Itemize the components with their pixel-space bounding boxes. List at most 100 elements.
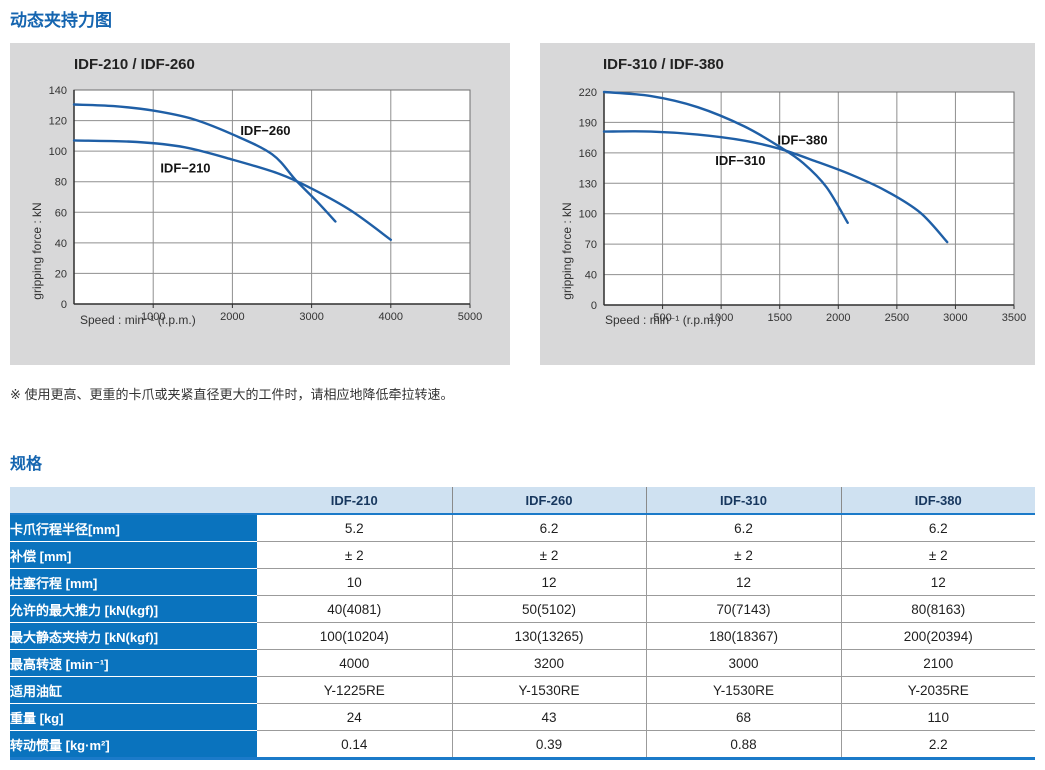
- spec-cell: 68: [645, 703, 841, 731]
- spec-cell: 0.39: [451, 730, 646, 760]
- spec-cell: 12: [840, 568, 1035, 596]
- table-row: 适用油缸 Y-1225RE Y-1530RE Y-1530RE Y-2035RE: [10, 676, 1035, 704]
- curve-IDF−380: [602, 90, 849, 224]
- spec-cell: 100(10204): [257, 622, 452, 650]
- table-row: 重量 [kg] 24 43 68 110: [10, 703, 1035, 731]
- spec-cell: 12: [645, 568, 841, 596]
- x-tick-label: 3000: [299, 311, 323, 323]
- x-tick-label: 2500: [885, 312, 909, 324]
- spec-header-corner: [10, 487, 257, 515]
- spec-cell: 2.2: [840, 730, 1035, 760]
- table-row: 卡爪行程半径[mm] 5.2 6.2 6.2 6.2: [10, 514, 1035, 542]
- spec-cell: 130(13265): [451, 622, 646, 650]
- y-tick-label: 40: [55, 238, 67, 250]
- x-tick-label: 3000: [943, 312, 967, 324]
- series-label-IDF−260: IDF−260: [240, 123, 290, 138]
- spec-cell: 5.2: [257, 514, 452, 542]
- x-tick-label: 2000: [220, 311, 244, 323]
- spec-cell: 40(4081): [257, 595, 452, 623]
- chart-panel-idf210-260: 1000 2000 3000 4000 5000 0 20 40 60 80 100 120 140 ID…: [10, 43, 510, 365]
- spec-header-row: IDF-210 IDF-260 IDF-310 IDF-380: [10, 487, 1035, 515]
- spec-cell: 10: [257, 568, 452, 596]
- y-tick-label: 220: [579, 87, 597, 99]
- table-row: 最高转速 [min⁻¹] 4000 3200 3000 2100: [10, 649, 1035, 677]
- spec-cell: 6.2: [840, 514, 1035, 542]
- y-tick-label: 80: [55, 177, 67, 189]
- y-tick-label: 60: [55, 207, 67, 219]
- table-row: 允许的最大推力 [kN(kgf)] 40(4081) 50(5102) 70(7…: [10, 595, 1035, 623]
- spec-cell: 24: [257, 703, 452, 731]
- usage-note: ※ 使用更高、更重的卡爪或夹紧直径更大的工件时，请相应地降低牵拉转速。: [10, 387, 454, 402]
- spec-col-header: IDF-310: [645, 487, 841, 515]
- spec-cell: 180(18367): [645, 622, 841, 650]
- spec-cell: 0.14: [257, 730, 452, 760]
- spec-cell: 6.2: [451, 514, 646, 542]
- spec-row-label: 最大静态夹持力 [kN(kgf)]: [10, 622, 257, 650]
- x-tick-label: 2000: [826, 312, 850, 324]
- spec-table: IDF-210 IDF-260 IDF-310 IDF-380 卡爪行程半径[m…: [10, 487, 1035, 760]
- spec-cell: ± 2: [645, 541, 841, 569]
- y-tick-label: 0: [61, 299, 67, 311]
- spec-row-label: 适用油缸: [10, 676, 257, 704]
- spec-cell: 2100: [840, 649, 1035, 677]
- curve-IDF−260: [72, 103, 337, 223]
- chart-title: IDF-210 / IDF-260: [74, 56, 195, 73]
- page-title: 动态夹持力图: [10, 11, 112, 30]
- spec-row-label: 最高转速 [min⁻¹]: [10, 649, 257, 677]
- spec-row-label: 转动惯量 [kg·m²]: [10, 730, 257, 760]
- spec-cell: Y-1530RE: [645, 676, 841, 704]
- spec-col-header: IDF-260: [451, 487, 646, 515]
- spec-cell: 3000: [645, 649, 841, 677]
- spec-row-label: 卡爪行程半径[mm]: [10, 514, 257, 542]
- spec-col-header: IDF-210: [257, 487, 452, 515]
- spec-cell: Y-1225RE: [257, 676, 452, 704]
- spec-cell: 110: [840, 703, 1035, 731]
- x-tick-label: 500: [653, 312, 671, 324]
- series-label-IDF−380: IDF−380: [777, 133, 827, 148]
- spec-cell: 43: [451, 703, 646, 731]
- y-axis-label: gripping force : kN: [30, 202, 44, 300]
- spec-cell: Y-1530RE: [451, 676, 646, 704]
- chart-canvas-idf310-380: 500 1000 1500 2000 2500 3000 3500 0 40 70 100 130 16…: [579, 87, 1027, 324]
- y-axis-label: gripping force : kN: [560, 202, 574, 300]
- series-label-IDF−310: IDF−310: [715, 153, 765, 168]
- table-row: 转动惯量 [kg·m²] 0.14 0.39 0.88 2.2: [10, 730, 1035, 760]
- y-tick-label: 100: [49, 146, 67, 158]
- table-row: 最大静态夹持力 [kN(kgf)] 100(10204) 130(13265) …: [10, 622, 1035, 650]
- x-axis-label: Speed : min⁻¹ (r.p.m.): [80, 313, 196, 327]
- spec-row-label: 柱塞行程 [mm]: [10, 568, 257, 596]
- spec-cell: 3200: [451, 649, 646, 677]
- spec-cell: 12: [451, 568, 646, 596]
- spec-section-heading: 规格: [10, 456, 43, 473]
- y-tick-label: 190: [579, 117, 597, 129]
- plot-background: [604, 92, 1014, 305]
- y-tick-label: 70: [585, 239, 597, 251]
- series-label-IDF−210: IDF−210: [160, 161, 210, 176]
- spec-cell: Y-2035RE: [840, 676, 1035, 704]
- spec-row-label: 重量 [kg]: [10, 703, 257, 731]
- spec-cell: ± 2: [451, 541, 646, 569]
- y-tick-label: 20: [55, 268, 67, 280]
- x-tick-label: 1000: [709, 312, 733, 324]
- curve-IDF−210: [72, 139, 392, 241]
- spec-cell: 70(7143): [645, 595, 841, 623]
- table-row: 补偿 [mm] ± 2 ± 2 ± 2 ± 2: [10, 541, 1035, 569]
- y-tick-label: 100: [579, 209, 597, 221]
- spec-cell: 50(5102): [451, 595, 646, 623]
- plot-background: [74, 90, 470, 304]
- spec-row-label: 补偿 [mm]: [10, 541, 257, 569]
- curve-IDF−310: [602, 130, 949, 244]
- x-tick-label: 1000: [141, 311, 165, 323]
- spec-cell: 6.2: [645, 514, 841, 542]
- spec-row-label: 允许的最大推力 [kN(kgf)]: [10, 595, 257, 623]
- spec-cell: 4000: [257, 649, 452, 677]
- x-axis-label: Speed : min⁻¹ (r.p.m.): [605, 313, 721, 327]
- spec-col-header: IDF-380: [840, 487, 1035, 515]
- chart-title: IDF-310 / IDF-380: [603, 56, 724, 73]
- y-tick-label: 40: [585, 270, 597, 282]
- y-tick-label: 160: [579, 148, 597, 160]
- table-row: 柱塞行程 [mm] 10 12 12 12: [10, 568, 1035, 596]
- x-tick-label: 4000: [379, 311, 403, 323]
- spec-cell: 0.88: [645, 730, 841, 760]
